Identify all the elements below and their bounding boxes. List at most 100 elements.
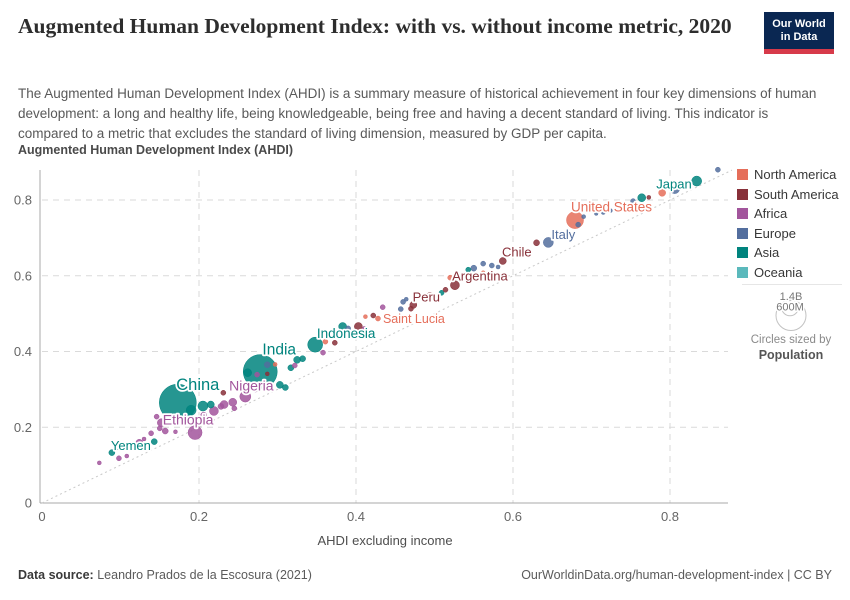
country-label-indonesia: Indonesia <box>317 326 376 341</box>
data-point-italy[interactable] <box>543 237 554 248</box>
page-title: Augmented Human Development Index: with … <box>18 14 732 38</box>
data-point[interactable] <box>581 214 586 219</box>
data-point[interactable] <box>243 368 252 377</box>
legend-item-europe[interactable]: Europe <box>737 226 839 241</box>
data-point[interactable] <box>124 453 130 459</box>
data-point[interactable] <box>423 294 429 299</box>
country-label-argentina: Argentina <box>452 269 508 284</box>
data-point[interactable] <box>400 299 406 305</box>
data-point[interactable] <box>115 445 120 450</box>
data-point[interactable] <box>354 322 363 331</box>
data-point[interactable] <box>185 404 197 416</box>
data-point[interactable] <box>442 287 449 293</box>
data-point[interactable] <box>197 400 209 412</box>
data-point[interactable] <box>646 195 652 200</box>
data-point[interactable] <box>151 438 158 445</box>
data-point[interactable] <box>403 296 409 302</box>
data-point-japan[interactable] <box>691 175 702 187</box>
data-point[interactable] <box>200 411 207 419</box>
data-point[interactable] <box>575 221 581 228</box>
data-point[interactable] <box>560 234 565 240</box>
data-point[interactable] <box>489 262 495 269</box>
data-point[interactable] <box>408 305 414 312</box>
data-point[interactable] <box>608 208 613 213</box>
legend-item-north-america[interactable]: North America <box>737 167 839 182</box>
data-point-saint-lucia[interactable] <box>375 315 381 322</box>
y-tick-label: 0 <box>25 496 32 511</box>
legend-item-africa[interactable]: Africa <box>737 206 839 221</box>
data-point[interactable] <box>619 205 625 212</box>
size-legend: 1.4B 600M Circles sized by Population <box>735 285 847 364</box>
data-point[interactable] <box>658 189 666 197</box>
data-point[interactable] <box>332 340 338 346</box>
data-point[interactable] <box>320 349 326 356</box>
data-point[interactable] <box>272 362 278 367</box>
data-point[interactable] <box>157 425 163 432</box>
data-point[interactable] <box>265 371 270 377</box>
data-point[interactable] <box>254 371 260 378</box>
data-point[interactable] <box>345 325 351 332</box>
data-point-indonesia[interactable] <box>307 336 323 353</box>
data-point[interactable] <box>264 361 271 369</box>
size-legend-caption: Circles sized by <box>750 334 832 346</box>
data-point-ethiopia[interactable] <box>187 425 203 440</box>
data-point-nigeria[interactable] <box>239 390 252 403</box>
legend-item-south-america[interactable]: South America <box>737 187 839 202</box>
data-point[interactable] <box>217 403 225 410</box>
data-point[interactable] <box>715 166 721 173</box>
data-point[interactable] <box>601 210 606 215</box>
data-point[interactable] <box>480 270 486 275</box>
data-point[interactable] <box>447 274 453 281</box>
data-point[interactable] <box>228 398 238 407</box>
data-point[interactable] <box>220 390 227 396</box>
country-label-ethiopia: Ethiopia <box>163 411 214 427</box>
data-point[interactable] <box>97 460 102 466</box>
data-point[interactable] <box>379 304 386 310</box>
data-point[interactable] <box>141 436 147 442</box>
data-point[interactable] <box>116 455 122 462</box>
data-point[interactable] <box>363 314 368 319</box>
data-point[interactable] <box>594 211 599 216</box>
data-point[interactable] <box>207 400 215 409</box>
data-point-chile[interactable] <box>499 257 507 265</box>
data-point[interactable] <box>470 264 477 272</box>
legend-swatch-south-america <box>737 188 748 200</box>
legend-swatch-oceania <box>737 266 748 278</box>
data-point[interactable] <box>465 266 472 273</box>
legend-item-asia[interactable]: Asia <box>737 245 839 260</box>
data-point[interactable] <box>161 427 169 435</box>
data-point[interactable] <box>480 260 486 267</box>
size-legend-big-label: 1.4B <box>780 291 803 303</box>
y-tick-label: 0.2 <box>14 420 32 435</box>
data-point-argentina[interactable] <box>450 280 460 290</box>
data-point[interactable] <box>533 239 540 247</box>
data-point[interactable] <box>397 306 404 312</box>
country-label-china: China <box>176 376 220 394</box>
data-point[interactable] <box>292 362 298 369</box>
country-label-india: India <box>262 342 296 359</box>
data-point[interactable] <box>282 384 289 391</box>
data-point[interactable] <box>148 430 154 437</box>
data-point[interactable] <box>153 413 160 420</box>
data-point[interactable] <box>370 312 377 319</box>
x-tick-label: 0.2 <box>190 509 208 524</box>
data-point[interactable] <box>322 338 329 345</box>
country-label-yemen: Yemen <box>111 438 151 453</box>
data-point[interactable] <box>299 355 306 362</box>
data-point[interactable] <box>630 198 636 204</box>
data-point[interactable] <box>361 326 368 332</box>
data-point-yemen[interactable] <box>108 449 116 456</box>
data-point[interactable] <box>252 385 259 393</box>
data-point[interactable] <box>173 429 178 435</box>
data-point[interactable] <box>553 235 558 240</box>
data-point[interactable] <box>438 290 445 296</box>
data-point[interactable] <box>637 193 646 202</box>
legend-item-oceania[interactable]: Oceania <box>737 265 839 280</box>
data-point[interactable] <box>495 264 501 270</box>
data-point[interactable] <box>231 405 238 412</box>
data-point[interactable] <box>669 183 680 194</box>
data-point[interactable] <box>276 381 284 389</box>
legend-label: Europe <box>754 225 796 241</box>
data-point[interactable] <box>135 439 144 447</box>
legend-swatch-africa <box>737 208 748 219</box>
